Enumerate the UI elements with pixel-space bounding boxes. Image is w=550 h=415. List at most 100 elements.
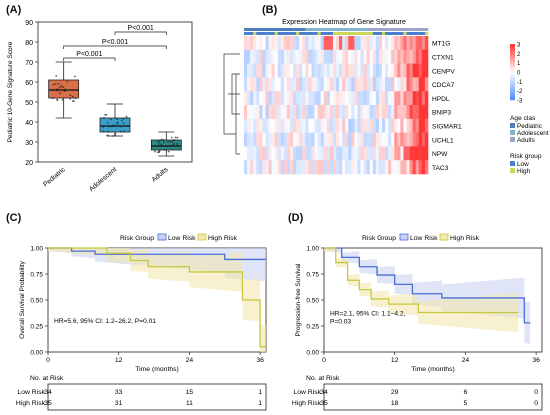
heatmap-cell — [345, 63, 349, 78]
colorbar-label: 1 — [517, 61, 521, 67]
heatmap-cell — [424, 146, 429, 161]
risk-table-cell: 31 — [115, 400, 123, 407]
age-annotation-cell — [259, 28, 263, 31]
heatmap-cell — [244, 132, 248, 147]
heatmap-cell — [409, 63, 413, 78]
risk-table-cell: 6 — [464, 389, 468, 396]
heatmap-cell — [256, 132, 260, 147]
data-point — [114, 133, 116, 136]
colorbar-cell — [510, 46, 515, 50]
heatmap-cell — [302, 160, 306, 175]
heatmap-cell — [336, 91, 340, 106]
heatmap-cell — [339, 132, 343, 147]
heatmap-cell — [385, 91, 389, 106]
heatmap-cell — [372, 132, 377, 147]
heatmap-cell — [259, 118, 263, 133]
age-annotation-cell — [372, 28, 377, 31]
heatmap-cell — [299, 77, 303, 92]
x-tick-label: Adults — [151, 166, 170, 184]
heatmap-cell — [418, 63, 423, 78]
data-point — [119, 125, 122, 128]
heatmap-cell — [286, 105, 291, 120]
heatmap-cell — [317, 63, 321, 78]
heatmap-cell — [342, 105, 346, 120]
x-axis-label: Time (months) — [135, 366, 179, 373]
heatmap-cell — [366, 49, 371, 64]
heatmap-cell — [369, 118, 374, 133]
y-tick-label: 0.75 — [30, 272, 43, 279]
data-point — [57, 83, 60, 85]
heatmap-cell — [421, 105, 426, 120]
heatmap-cell — [345, 118, 349, 133]
age-annotation-cell — [326, 28, 331, 31]
heatmap-cell — [256, 36, 260, 51]
heatmap-cell — [256, 91, 260, 106]
heatmap-cell — [348, 36, 352, 51]
heatmap-cell — [382, 36, 386, 51]
heatmap-cell — [308, 160, 312, 175]
heatmap-cell — [277, 146, 282, 161]
heatmap-cell — [363, 160, 367, 175]
heatmap-cell — [268, 105, 272, 120]
heatmap-cell — [308, 146, 312, 161]
data-point — [162, 138, 165, 141]
risk-legend-title: Risk group — [510, 153, 542, 160]
heatmap-cell — [323, 105, 328, 120]
heatmap-cell — [339, 63, 343, 78]
heatmap-cell — [280, 91, 285, 106]
heatmap-cell — [262, 77, 266, 92]
risk-annotation-cell — [409, 32, 413, 35]
data-point — [71, 95, 74, 98]
data-point — [106, 121, 109, 124]
y-tick-label: 0.25 — [306, 324, 319, 331]
heatmap-cell — [385, 77, 389, 92]
heatmap-cell — [394, 118, 398, 133]
boxplot-chart: 20 30 40 50 60 70 80 90 Pediatric 10-Gene Signat… — [7, 20, 193, 193]
heatmap-cell — [406, 146, 410, 161]
heatmap-cell — [326, 36, 331, 51]
data-point — [120, 119, 123, 122]
y-tick-label: 90 — [25, 20, 33, 27]
heatmap-cell — [311, 132, 315, 147]
colorbar-cell — [510, 97, 515, 101]
risk-table-row-label: High Risk — [292, 400, 322, 407]
heatmap-cell — [286, 49, 291, 64]
risk-annotation-cell — [277, 32, 282, 35]
heatmap-cell — [326, 118, 331, 133]
data-point — [125, 115, 128, 118]
heatmap-cell — [293, 36, 297, 51]
heatmap-cell — [400, 146, 404, 161]
heatmap-cell — [329, 160, 334, 175]
heatmap-cell — [403, 132, 407, 147]
heatmap-cell — [400, 132, 404, 147]
heatmap-cell — [247, 91, 251, 106]
heatmap-cell — [308, 91, 312, 106]
risk-table-cell: 11 — [186, 400, 193, 407]
data-point — [160, 138, 163, 141]
risk-annotation-cell — [311, 32, 315, 35]
heatmap-cell — [280, 105, 285, 120]
data-point — [63, 90, 66, 93]
heatmap-cell — [357, 105, 361, 120]
p-value-label: P<0.001 — [76, 51, 102, 58]
heatmap-cell — [415, 146, 420, 161]
heatmap-cell — [259, 105, 263, 120]
heatmap-cell — [412, 160, 417, 175]
y-axis-label: Pediatric 10-Gene Signature Score — [7, 41, 14, 142]
heatmap-cell — [394, 146, 398, 161]
data-point — [172, 139, 175, 142]
heatmap-cell — [311, 118, 315, 133]
heatmap-cell — [363, 146, 367, 161]
heatmap-cell — [262, 63, 266, 78]
heatmap-cell — [271, 146, 275, 161]
heatmap-cell — [363, 118, 367, 133]
heatmap-cell — [286, 146, 291, 161]
age-annotation-cell — [424, 28, 429, 31]
heatmap-cell — [354, 105, 358, 120]
risk-table-title: No. at Risk — [30, 375, 64, 382]
heatmap-cell — [378, 49, 383, 64]
heatmap-cell — [259, 36, 263, 51]
age-legend-label: Adolescent — [517, 130, 549, 137]
heatmap-cell — [357, 132, 361, 147]
heatmap-cell — [403, 63, 407, 78]
